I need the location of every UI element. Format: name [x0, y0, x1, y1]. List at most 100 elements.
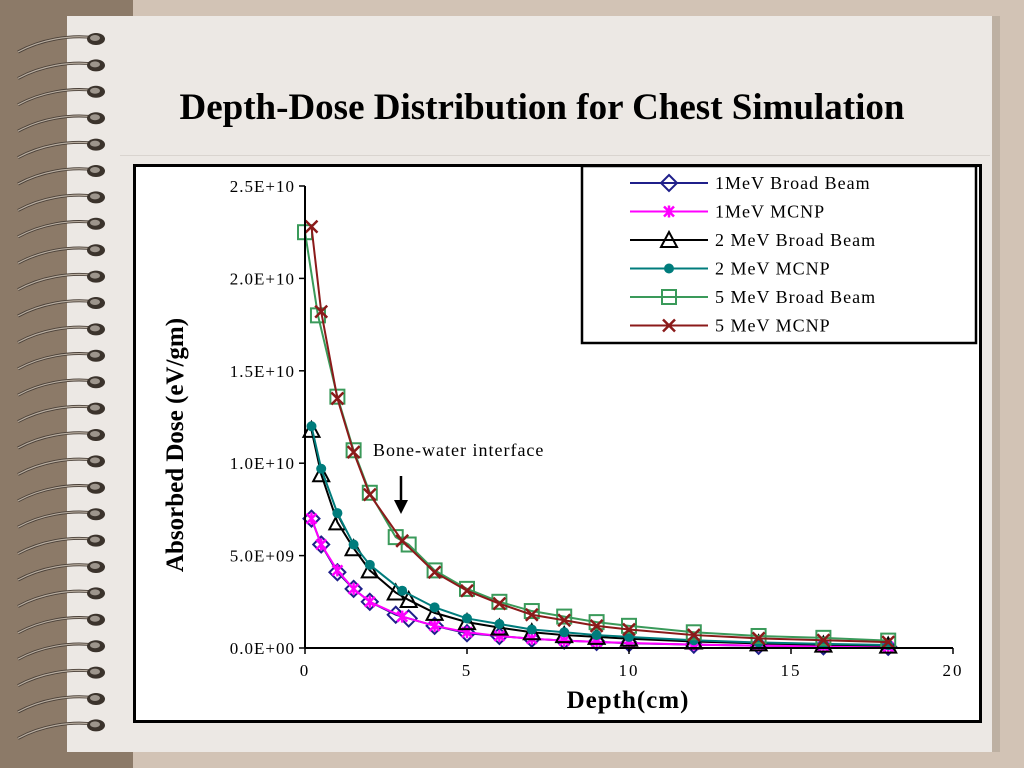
data-point [345, 442, 362, 459]
data-point [557, 613, 572, 628]
spiral-ring [17, 613, 105, 635]
data-point [559, 627, 570, 638]
data-point [881, 635, 896, 649]
legend-swatch-marker [663, 205, 675, 218]
data-point [311, 464, 331, 483]
legend-label: 5 MeV MCNP [715, 316, 831, 336]
chart-axes: 0.0E+00 5.0E+09 1.0E+10 1.5E+10 2.0E+10 2.5E+… [230, 177, 962, 680]
chart-marks [297, 219, 898, 657]
data-point [400, 536, 417, 553]
data-point [305, 512, 318, 525]
data-point [315, 538, 328, 551]
data-point [460, 583, 474, 598]
data-point [624, 631, 634, 642]
spiral-ring [17, 666, 105, 687]
spiral-ring [17, 270, 105, 291]
data-point [489, 626, 509, 646]
page-shadow [992, 16, 1000, 752]
x-axis-label: Depth(cm) [567, 687, 690, 714]
legend-swatch-marker [659, 229, 679, 248]
legend-item: 5 MeV MCNP [630, 316, 831, 336]
data-point [459, 580, 475, 597]
data-point [302, 509, 321, 529]
data-point [304, 219, 319, 234]
data-point [330, 391, 345, 406]
slide-title: Depth-Dose Distribution for Chest Simula… [179, 87, 905, 128]
data-point [360, 592, 380, 612]
data-point [343, 538, 364, 557]
spiral-ring [17, 33, 105, 54]
annotation-arrow-head [394, 500, 408, 514]
data-point [329, 388, 346, 405]
data-point [363, 595, 376, 608]
data-point [428, 619, 441, 632]
data-point [494, 618, 505, 629]
spiral-ring [17, 112, 105, 133]
spiral-ring [17, 719, 105, 740]
legend-label: 1MeV Broad Beam [715, 173, 871, 193]
spiral-ring [17, 587, 105, 608]
data-point [524, 607, 539, 622]
chart-legend: 1MeV Broad Beam 1MeV MCNP 2 MeV Broad Beam… [580, 164, 978, 345]
data-point [462, 613, 472, 624]
data-point [523, 603, 540, 620]
data-point [489, 617, 510, 636]
spiral-ring [17, 561, 105, 582]
data-point [621, 617, 637, 634]
legend-label: 2 MeV Broad Beam [715, 230, 876, 250]
spiral-ring [17, 640, 105, 661]
spiral-ring [17, 534, 105, 555]
spiral-ring [17, 138, 105, 159]
annotation-label: Bone-water interface [373, 440, 544, 460]
data-point [816, 633, 831, 648]
data-point [314, 304, 329, 319]
spiral-ring [17, 59, 105, 80]
data-point [588, 614, 605, 631]
data-point [311, 535, 331, 554]
spiral-ring [17, 217, 105, 239]
spiral-ring [17, 376, 105, 397]
legend-item: 1MeV Broad Beam [630, 173, 871, 193]
data-point [457, 612, 477, 631]
annotation-group: Bone-water interface [373, 440, 544, 514]
data-point [361, 484, 378, 501]
spiral-binding [17, 33, 105, 740]
y-tick-label: 1.0E+10 [230, 454, 295, 473]
data-point [396, 610, 409, 623]
data-point [429, 602, 440, 613]
spiral-ring [17, 481, 105, 503]
spiral-ring [17, 508, 105, 529]
data-point [332, 508, 343, 519]
legend-swatch-marker [659, 173, 679, 193]
data-point [327, 562, 347, 582]
data-point [493, 629, 506, 642]
data-point [685, 624, 702, 641]
data-point [348, 539, 359, 550]
legend-item: 2 MeV MCNP [630, 259, 830, 279]
data-point [426, 562, 443, 579]
data-point [397, 585, 408, 596]
data-point [399, 589, 419, 608]
legend-swatch-marker [664, 263, 674, 274]
data-point [526, 624, 537, 635]
spiral-ring [17, 429, 105, 450]
spiral-ring [17, 455, 105, 476]
spiral-ring [17, 693, 105, 714]
data-point [301, 419, 322, 438]
data-point [815, 629, 832, 646]
data-point [331, 564, 344, 577]
data-point [427, 565, 442, 580]
data-point [344, 579, 364, 599]
data-point [751, 631, 766, 646]
data-point [492, 596, 507, 611]
data-point [622, 622, 636, 637]
data-point [556, 608, 573, 625]
legend-label: 1MeV MCNP [715, 202, 825, 222]
x-tick-label: 5 [462, 661, 473, 680]
data-point [364, 559, 375, 570]
depth-dose-chart: 0.0E+00 5.0E+09 1.0E+10 1.5E+10 2.0E+10 2.5E+… [133, 164, 982, 723]
spiral-ring [17, 349, 105, 371]
data-point [360, 560, 380, 579]
legend-item: 5 MeV Broad Beam [630, 287, 875, 307]
data-point [316, 463, 327, 474]
